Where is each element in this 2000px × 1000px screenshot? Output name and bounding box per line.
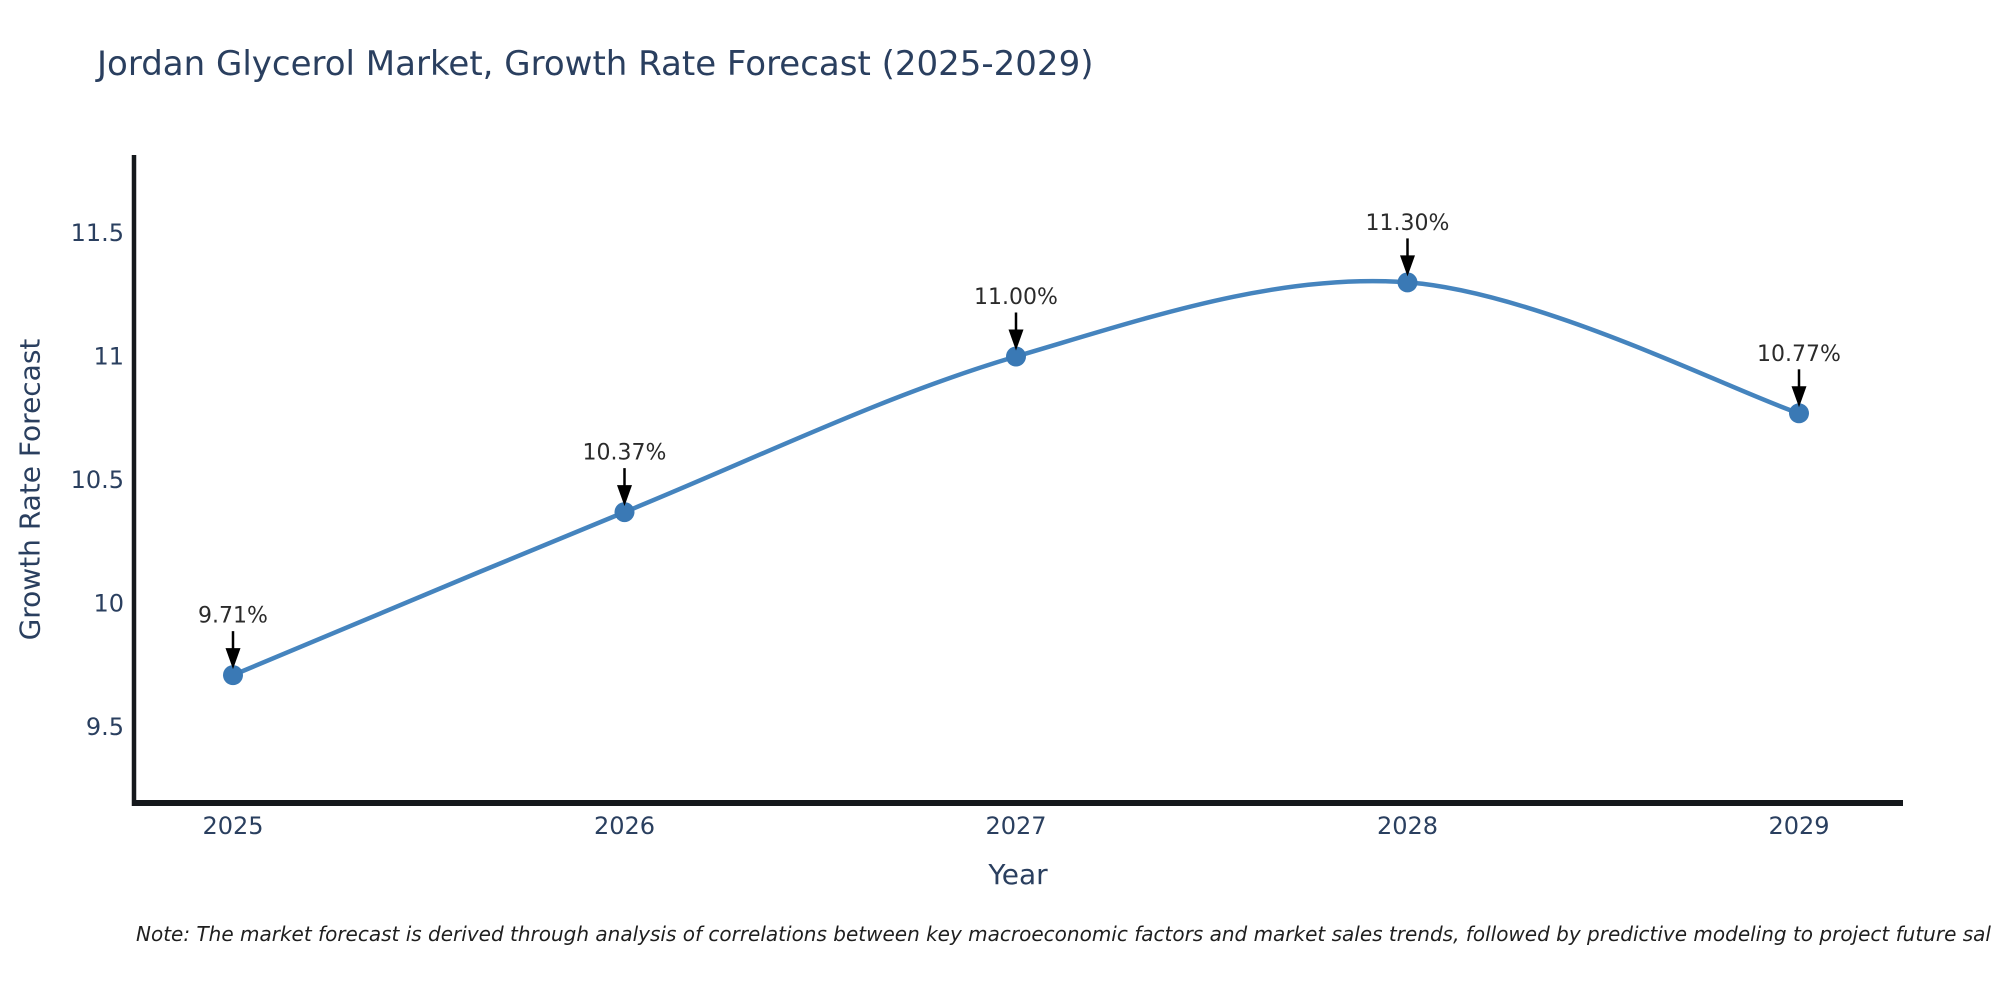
x-tick-label: 2025 [202,812,263,840]
annotation-arrowhead [1791,386,1807,408]
x-axis-title: Year [988,858,1048,891]
y-tick-label: 10.5 [71,466,124,494]
annotation-label: 10.77% [1757,342,1841,367]
y-tick-label: 9.5 [86,713,124,741]
annotation-label: 11.30% [1366,211,1450,236]
annotation-arrowhead [1008,329,1024,351]
annotation-label: 9.71% [198,604,268,629]
data-point-2029[interactable] [1789,403,1809,424]
y-tick-label: 11.5 [71,219,124,247]
x-tick-label: 2027 [985,812,1046,840]
data-point-2027[interactable] [1006,346,1026,367]
x-tick-label: 2026 [594,812,655,840]
annotation-label: 10.37% [583,441,667,466]
annotation-arrowhead [225,648,241,670]
y-tick-label: 11 [93,343,124,371]
chart-title: Jordan Glycerol Market, Growth Rate Fore… [97,44,1094,84]
data-point-2025[interactable] [223,665,243,686]
data-point-2026[interactable] [614,502,635,523]
annotation-arrowhead [617,485,632,507]
annotation-arrowhead [1400,255,1415,277]
y-tick-label: 10 [93,590,124,618]
annotation-label: 11.00% [974,285,1058,310]
x-tick-label: 2029 [1768,812,1829,840]
data-point-2028[interactable] [1397,272,1418,293]
footnote: Note: The market forecast is derived thr… [136,922,1991,946]
x-tick-label: 2028 [1377,812,1438,840]
